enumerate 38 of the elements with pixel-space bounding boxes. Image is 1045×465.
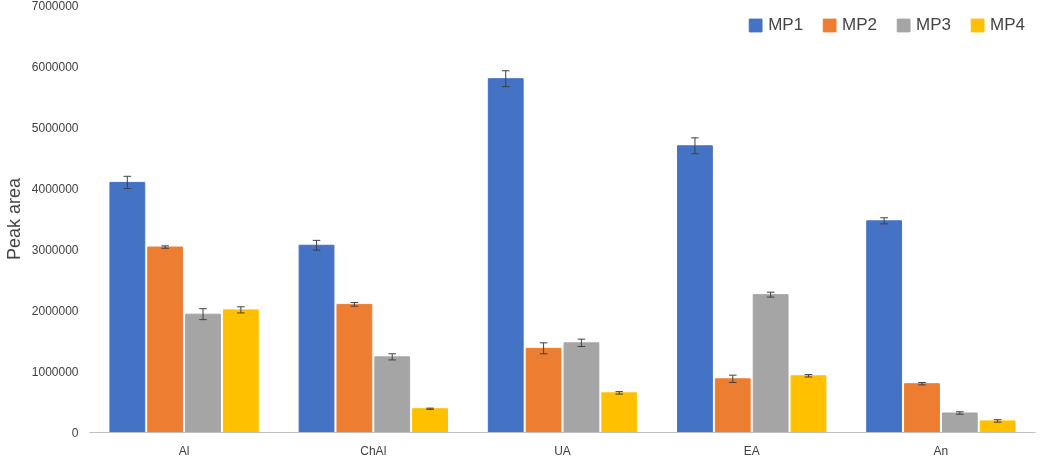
- bar: [412, 408, 448, 433]
- x-tick-label: Al: [178, 443, 190, 458]
- bar: [487, 78, 524, 433]
- bar: [904, 383, 940, 433]
- bar: [374, 356, 411, 433]
- bar: [222, 309, 259, 433]
- y-tick-label: 5000000: [31, 121, 79, 135]
- legend-label: MP1: [768, 15, 804, 35]
- legend-label: MP2: [842, 15, 878, 35]
- y-tick-label: 2000000: [31, 304, 79, 318]
- bar: [790, 375, 827, 433]
- y-tick-label: 3000000: [31, 243, 79, 257]
- y-tick-label: 6000000: [31, 60, 79, 74]
- bar: [941, 412, 978, 433]
- bar: [298, 244, 335, 433]
- bar: [752, 294, 789, 433]
- bar: [979, 420, 1016, 433]
- bar: [601, 392, 638, 433]
- legend-label: MP4: [990, 15, 1025, 35]
- bar: [563, 342, 600, 433]
- bar: [866, 220, 903, 433]
- bar: [147, 246, 184, 433]
- x-tick-label: ChAl: [360, 443, 387, 458]
- bar: [336, 303, 373, 433]
- bar: [525, 347, 562, 433]
- y-tick-label: 7000000: [31, 0, 79, 13]
- x-tick-label: An: [933, 443, 949, 458]
- bar: [677, 145, 713, 433]
- x-tick-label: UA: [554, 443, 571, 458]
- y-axis-title: Peak area: [3, 176, 24, 261]
- bar: [185, 313, 221, 433]
- y-tick-label: 4000000: [31, 182, 79, 196]
- x-tick-label: EA: [743, 443, 760, 458]
- legend-label: MP3: [916, 15, 952, 35]
- bar: [109, 181, 146, 433]
- y-tick-label: 1000000: [31, 365, 79, 379]
- y-tick-label: 0: [71, 426, 79, 440]
- bar: [714, 378, 751, 433]
